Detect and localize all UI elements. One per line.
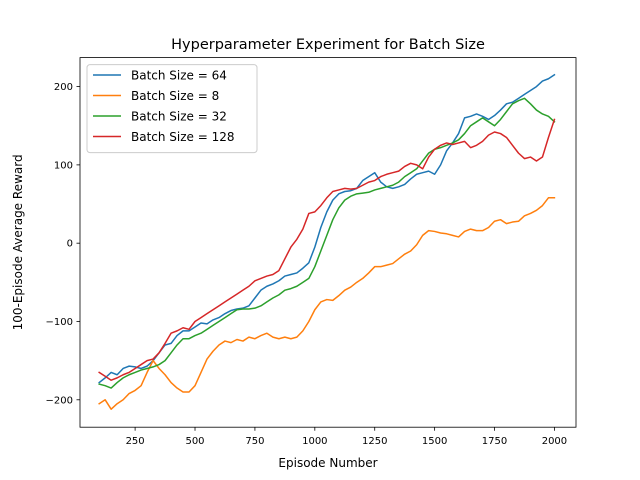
x-tick-label: 2000 bbox=[542, 436, 567, 447]
series-line-1 bbox=[98, 73, 556, 384]
legend-label-4: Batch Size = 128 bbox=[131, 130, 235, 144]
series-line-2 bbox=[98, 197, 556, 410]
x-tick-label: 1250 bbox=[362, 436, 387, 447]
legend-label-1: Batch Size = 64 bbox=[131, 69, 227, 83]
x-tick-label: 750 bbox=[245, 436, 264, 447]
x-tick-label: 250 bbox=[126, 436, 145, 447]
y-axis-ticks: −200 −100 0 100 200 bbox=[46, 82, 80, 406]
y-tick-label: −200 bbox=[46, 395, 73, 406]
series-line-4 bbox=[98, 118, 556, 381]
legend: Batch Size = 64 Batch Size = 8 Batch Size … bbox=[86, 64, 258, 154]
series-layer bbox=[98, 73, 556, 410]
y-tick-label: 0 bbox=[67, 239, 73, 250]
legend-label-2: Batch Size = 8 bbox=[131, 89, 219, 103]
chart-title: Hyperparameter Experiment for Batch Size bbox=[171, 37, 485, 53]
y-axis-label: 100-Episode Average Reward bbox=[11, 154, 25, 330]
x-tick-label: 1750 bbox=[482, 436, 507, 447]
plot-area bbox=[79, 57, 577, 428]
x-axis-label: Episode Number bbox=[278, 456, 377, 470]
x-tick-label: 500 bbox=[185, 436, 204, 447]
x-tick-label: 1500 bbox=[422, 436, 447, 447]
y-tick-label: 100 bbox=[54, 160, 73, 171]
legend-box bbox=[86, 64, 258, 154]
series-line-3 bbox=[98, 97, 556, 389]
x-axis-ticks: 250 500 750 1000 1250 1500 1750 2000 bbox=[126, 427, 567, 447]
axes-frame bbox=[79, 57, 577, 428]
x-tick-label: 1000 bbox=[302, 436, 327, 447]
y-tick-label: −100 bbox=[46, 317, 73, 328]
legend-label-3: Batch Size = 32 bbox=[131, 110, 227, 124]
y-tick-label: 200 bbox=[54, 82, 73, 93]
